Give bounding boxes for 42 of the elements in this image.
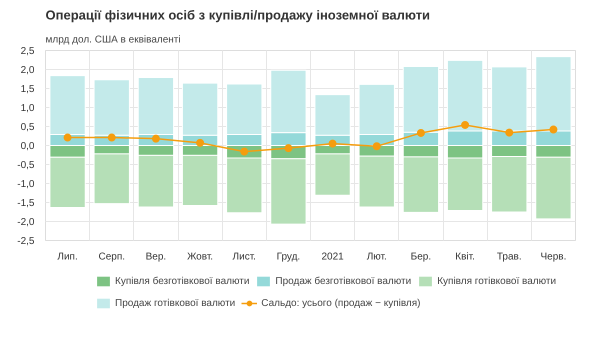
point xyxy=(196,138,204,147)
y-tick-label: 2,5 xyxy=(20,46,35,57)
x-tick-label: Лип. xyxy=(57,252,78,262)
chart-title: Операції фізичних осіб з купівлі/продажу іноземної валюти xyxy=(46,8,430,22)
point xyxy=(505,128,514,137)
y-tick-label: -0,5 xyxy=(17,160,35,171)
y-tick-label: 1,0 xyxy=(20,103,35,114)
point xyxy=(152,134,160,143)
point xyxy=(372,142,381,150)
x-tick-label: Груд. xyxy=(276,252,300,262)
x-tick-label: Трав. xyxy=(496,252,522,262)
x-tick-label: Вер. xyxy=(146,252,166,262)
point xyxy=(284,144,292,152)
x-tick-label: Бер. xyxy=(410,252,432,262)
legend-label: Продаж готівкової валюти xyxy=(115,297,236,309)
y-tick-label: -1,5 xyxy=(17,198,35,209)
x-tick-label: Лют. xyxy=(366,252,387,262)
x-tick-label: 2021 xyxy=(321,252,344,262)
y-tick-label: 1,5 xyxy=(20,84,35,95)
point xyxy=(328,140,337,148)
x-tick-label: Жовт. xyxy=(187,252,214,262)
x-tick-label: Черв. xyxy=(540,252,566,262)
legend-label: Сальдо: усього (продаж − купівля) xyxy=(261,297,420,309)
y-axis-title: млрд дол. США в еквіваленті xyxy=(46,34,181,46)
legend-label: Продаж безготівкової валюти xyxy=(275,275,412,287)
y-tick-label: -2,0 xyxy=(17,217,35,228)
point xyxy=(549,126,558,134)
point xyxy=(461,120,470,129)
y-tick-label: -2,5 xyxy=(17,236,35,247)
x-tick-label: Серп. xyxy=(98,252,126,262)
point xyxy=(108,134,116,142)
point xyxy=(416,128,425,137)
legend-label: Купівля готівкової валюти xyxy=(437,275,556,287)
legend-label: Купівля безготівкової валюти xyxy=(115,275,250,287)
point xyxy=(240,148,248,156)
x-tick-label: Квіт. xyxy=(455,252,475,262)
y-tick-label: 0,5 xyxy=(20,122,35,133)
x-tick-label: Лист. xyxy=(232,252,256,262)
y-tick-label: 2,0 xyxy=(20,65,35,76)
y-tick-label: -1,0 xyxy=(17,179,35,190)
point xyxy=(64,134,72,142)
y-tick-label: 0,0 xyxy=(20,141,35,152)
